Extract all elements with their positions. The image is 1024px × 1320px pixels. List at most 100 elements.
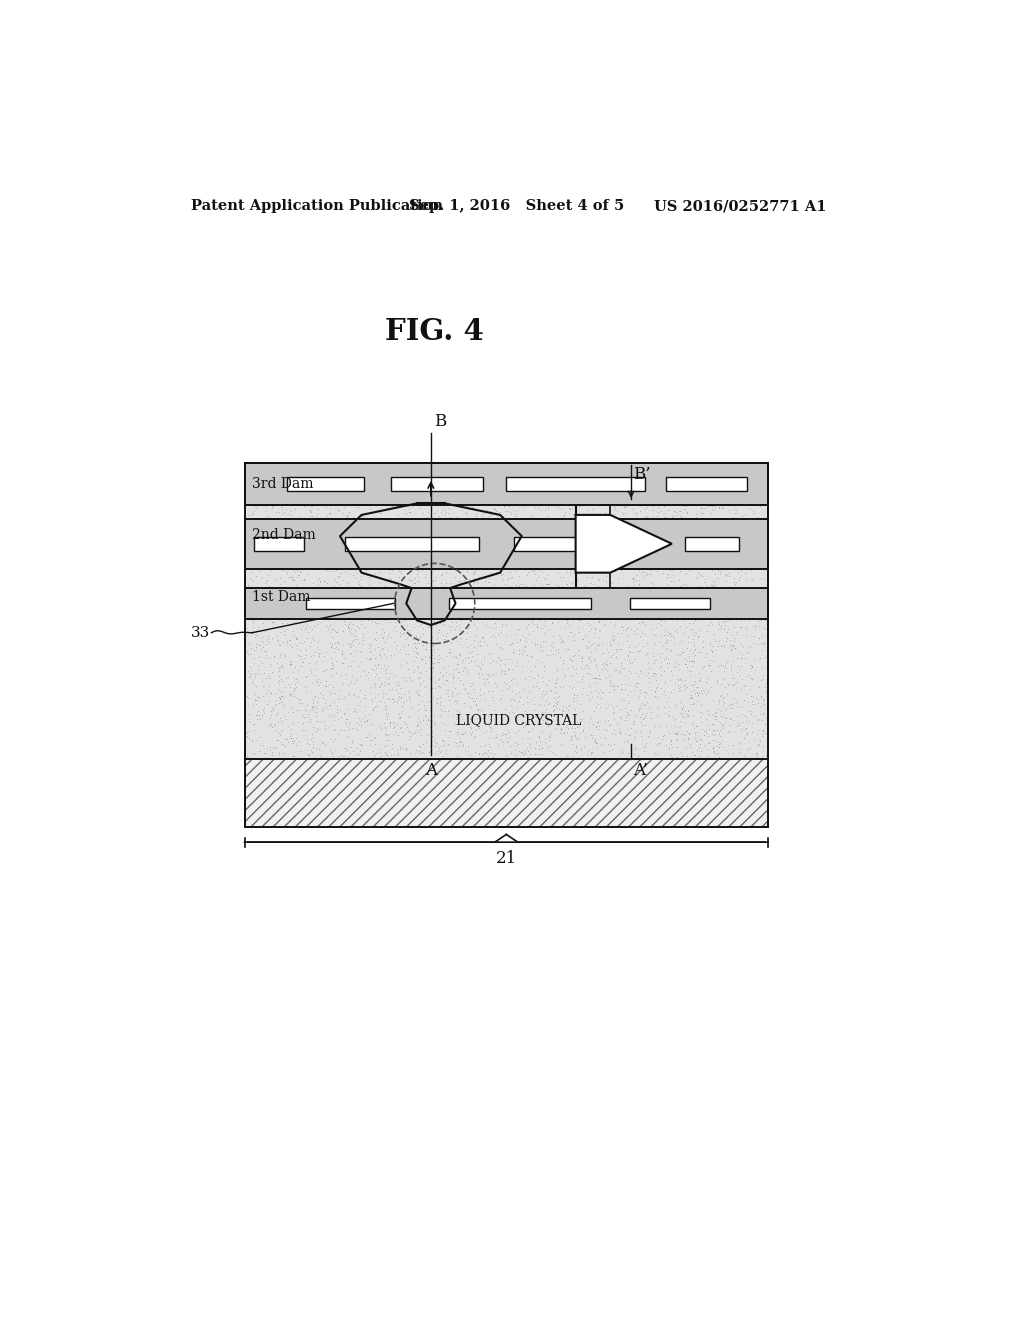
Point — [297, 648, 313, 669]
Point — [291, 515, 307, 536]
Point — [628, 554, 644, 576]
Point — [601, 593, 617, 614]
Point — [673, 492, 689, 513]
Bar — [245, 519, 768, 569]
Point — [401, 722, 418, 743]
Point — [417, 737, 433, 758]
Point — [739, 510, 756, 531]
Point — [558, 536, 574, 557]
Point — [263, 545, 280, 566]
Point — [537, 701, 553, 722]
Point — [305, 644, 322, 665]
Point — [398, 533, 415, 554]
Point — [274, 459, 291, 480]
Point — [370, 636, 386, 657]
Point — [502, 459, 518, 480]
Point — [546, 587, 562, 609]
Point — [667, 672, 683, 693]
Point — [525, 620, 542, 642]
Point — [599, 603, 615, 624]
Point — [419, 725, 435, 746]
Point — [591, 627, 607, 648]
Point — [657, 609, 674, 630]
Point — [367, 667, 383, 688]
Point — [292, 560, 308, 581]
Point — [666, 628, 682, 649]
Point — [531, 743, 548, 764]
Point — [580, 517, 596, 539]
Point — [728, 661, 744, 682]
Point — [406, 544, 422, 565]
Point — [316, 548, 333, 569]
Point — [413, 591, 429, 612]
Point — [386, 549, 402, 570]
Point — [524, 589, 541, 610]
Point — [648, 513, 665, 535]
Point — [391, 737, 408, 758]
Point — [722, 697, 738, 718]
Point — [698, 672, 715, 693]
Point — [473, 531, 489, 552]
Point — [553, 532, 569, 553]
Point — [282, 477, 298, 498]
Point — [264, 742, 281, 763]
Point — [580, 636, 596, 657]
Point — [287, 469, 303, 490]
Point — [593, 521, 609, 543]
Point — [401, 520, 418, 541]
Point — [540, 574, 556, 595]
Point — [691, 556, 708, 577]
Point — [407, 640, 423, 661]
Point — [370, 527, 386, 548]
Point — [346, 459, 362, 480]
Point — [367, 744, 383, 766]
Point — [396, 528, 413, 549]
Point — [626, 680, 642, 701]
Point — [628, 663, 644, 684]
Point — [748, 686, 764, 708]
Point — [613, 690, 630, 711]
Point — [738, 537, 755, 558]
Point — [416, 677, 432, 698]
Point — [614, 619, 631, 640]
Point — [392, 639, 409, 660]
Point — [392, 718, 409, 739]
Point — [273, 532, 290, 553]
Point — [563, 730, 580, 751]
Point — [542, 713, 558, 734]
Point — [476, 734, 493, 755]
Point — [309, 594, 326, 615]
Point — [517, 539, 534, 560]
Point — [585, 463, 601, 484]
Point — [720, 499, 736, 520]
Point — [718, 630, 734, 651]
Point — [739, 619, 756, 640]
Point — [579, 599, 595, 620]
Point — [249, 730, 265, 751]
Point — [268, 586, 285, 607]
Point — [434, 524, 451, 545]
Point — [645, 500, 662, 521]
Point — [358, 560, 375, 581]
Point — [697, 490, 714, 511]
Point — [356, 576, 373, 597]
Point — [365, 698, 381, 719]
Point — [399, 627, 416, 648]
Point — [373, 562, 389, 583]
Point — [631, 511, 647, 532]
Point — [329, 631, 345, 652]
Point — [264, 531, 281, 552]
Point — [393, 601, 410, 622]
Point — [322, 729, 338, 750]
Point — [516, 552, 532, 573]
Point — [734, 711, 751, 733]
Point — [550, 612, 566, 634]
Point — [467, 561, 483, 582]
Point — [462, 673, 478, 694]
Point — [546, 480, 562, 502]
Point — [571, 533, 588, 554]
Point — [529, 664, 546, 685]
Point — [540, 496, 556, 517]
Point — [291, 544, 307, 565]
Point — [532, 553, 549, 574]
